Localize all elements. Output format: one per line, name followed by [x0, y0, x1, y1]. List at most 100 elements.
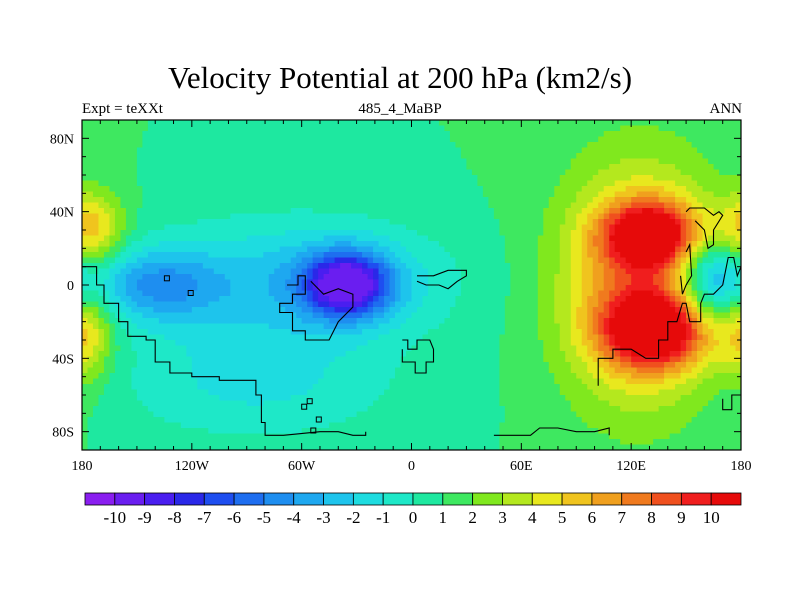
field-cell — [92, 345, 100, 352]
field-cell — [186, 274, 193, 281]
field-cell — [422, 257, 429, 264]
field-cell — [724, 158, 731, 165]
field-cell — [548, 323, 555, 330]
field-cell — [340, 164, 347, 171]
field-cell — [471, 246, 478, 253]
field-cell — [537, 197, 544, 204]
field-cell — [103, 318, 111, 325]
field-cell — [131, 307, 138, 314]
field-cell — [647, 180, 654, 187]
field-cell — [87, 296, 94, 303]
field-cell — [334, 158, 341, 165]
field-cell — [559, 164, 566, 171]
field-cell — [735, 169, 741, 176]
field-cell — [680, 169, 687, 176]
field-cell — [230, 329, 237, 336]
field-cell — [191, 252, 198, 259]
field-cell — [620, 197, 627, 204]
field-cell — [252, 175, 259, 182]
field-cell — [449, 296, 457, 303]
field-cell — [625, 263, 632, 270]
field-cell — [603, 290, 610, 297]
field-cell — [351, 268, 358, 275]
field-cell — [323, 142, 330, 149]
field-cell — [202, 142, 209, 149]
field-cell — [356, 318, 363, 325]
field-cell — [158, 147, 165, 154]
field-cell — [395, 318, 402, 325]
field-cell — [362, 252, 369, 259]
field-cell — [548, 246, 555, 253]
field-cell — [362, 307, 369, 314]
field-cell — [345, 208, 352, 215]
field-cell — [460, 169, 468, 176]
field-cell — [636, 318, 643, 325]
field-cell — [164, 120, 171, 127]
field-cell — [92, 257, 100, 264]
field-cell — [411, 268, 418, 275]
field-cell — [400, 131, 407, 138]
field-cell — [510, 213, 517, 220]
field-cell — [548, 329, 555, 336]
field-cell — [153, 169, 160, 176]
field-cell — [658, 197, 665, 204]
field-cell — [340, 158, 347, 165]
field-cell — [598, 230, 605, 237]
field-cell — [416, 307, 424, 314]
field-cell — [598, 208, 605, 215]
field-cell — [471, 136, 478, 143]
field-cell — [680, 191, 687, 198]
field-cell — [307, 263, 314, 270]
field-cell — [318, 252, 325, 259]
field-cell — [252, 257, 259, 264]
field-cell — [191, 285, 198, 292]
field-cell — [730, 153, 737, 160]
field-cell — [493, 274, 500, 281]
field-cell — [147, 213, 154, 220]
field-cell — [565, 169, 572, 176]
field-cell — [603, 164, 610, 171]
field-cell — [537, 180, 544, 187]
field-cell — [395, 120, 402, 127]
field-cell — [504, 175, 511, 182]
field-cell — [719, 142, 726, 149]
field-cell — [202, 136, 209, 143]
field-cell — [367, 153, 374, 160]
field-cell — [169, 329, 176, 336]
field-cell — [406, 147, 413, 154]
field-cell — [312, 213, 319, 220]
field-cell — [482, 142, 489, 149]
field-cell — [537, 153, 544, 160]
field-cell — [664, 169, 671, 176]
field-cell — [658, 334, 665, 341]
field-cell — [224, 340, 231, 347]
field-cell — [268, 334, 275, 341]
field-cell — [603, 301, 610, 308]
field-cell — [268, 164, 275, 171]
field-cell — [543, 125, 550, 132]
field-cell — [620, 142, 627, 149]
field-cell — [587, 219, 594, 226]
field-cell — [532, 285, 539, 292]
field-cell — [691, 136, 698, 143]
field-cell — [246, 323, 253, 330]
field-cell — [691, 268, 698, 275]
field-cell — [312, 296, 319, 303]
field-cell — [515, 301, 522, 308]
field-cell — [340, 224, 347, 231]
field-cell — [307, 241, 314, 248]
field-cell — [202, 329, 209, 336]
field-cell — [730, 296, 737, 303]
field-cell — [367, 213, 374, 220]
field-cell — [252, 202, 259, 209]
field-cell — [543, 224, 550, 231]
field-cell — [504, 208, 511, 215]
field-cell — [323, 230, 330, 237]
field-cell — [625, 290, 632, 297]
field-cell — [120, 235, 127, 242]
field-cell — [219, 213, 226, 220]
field-cell — [340, 136, 347, 143]
field-cell — [389, 279, 396, 286]
field-cell — [636, 131, 643, 138]
field-cell — [499, 329, 506, 336]
